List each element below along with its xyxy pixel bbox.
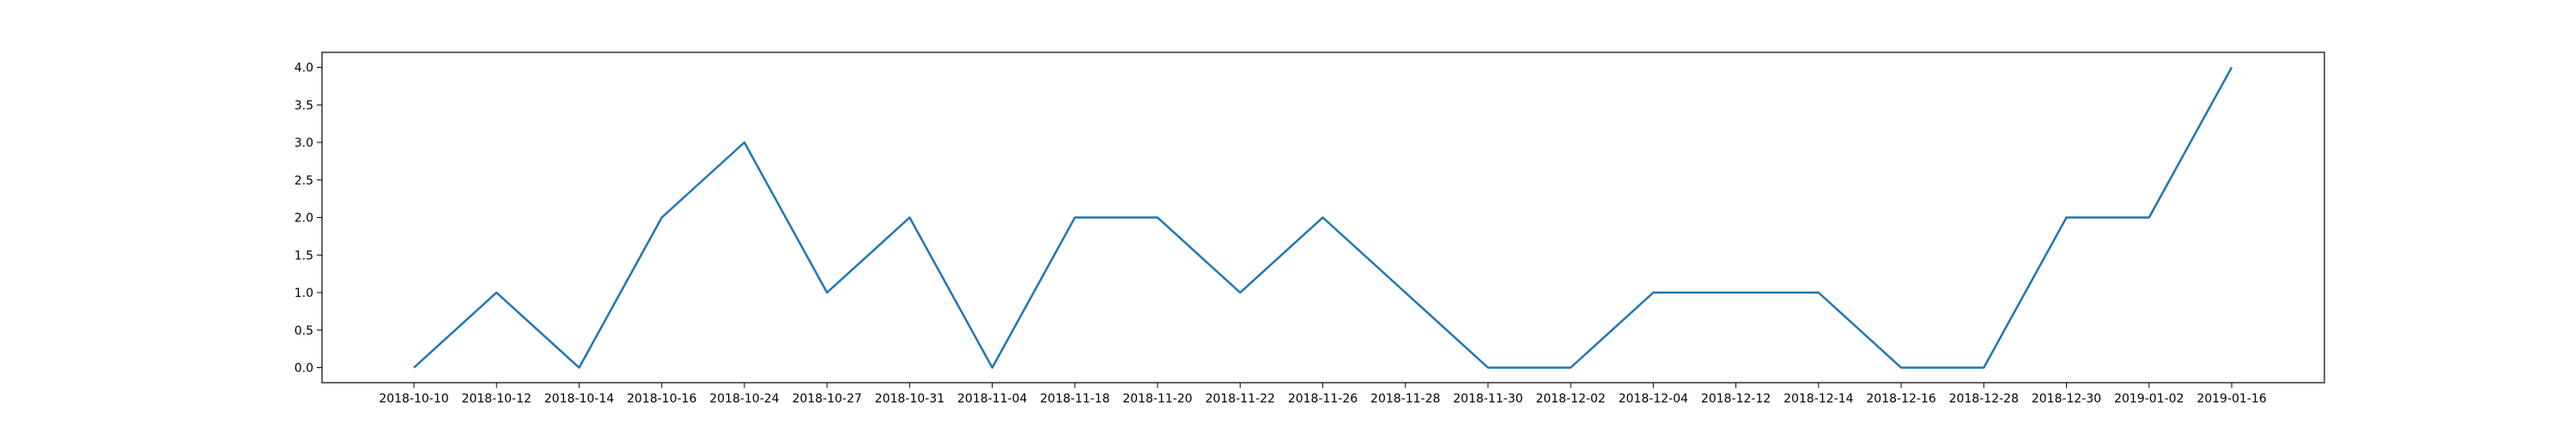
x-tick-label: 2018-10-16 (627, 392, 696, 406)
y-tick-label: 3.0 (295, 136, 313, 150)
y-tick-label: 1.5 (295, 249, 313, 263)
series-line (413, 66, 2233, 369)
y-tick-label: 2.5 (295, 174, 313, 188)
x-tick-label: 2018-12-14 (1783, 392, 1853, 406)
x-tick-label: 2018-12-16 (1866, 392, 1935, 406)
y-tick-label: 0.5 (295, 324, 313, 338)
x-tick-label: 2018-12-04 (1619, 392, 1688, 406)
x-axis-ticks: 2018-10-10 2018-10-12 2018-10-14 2018-10-16… (379, 383, 2267, 406)
x-tick-label: 2018-11-18 (1040, 392, 1109, 406)
x-tick-label: 2019-01-02 (2114, 392, 2184, 406)
y-tick-label: 1.0 (295, 287, 313, 300)
x-tick-label: 2018-12-28 (1949, 392, 2019, 406)
x-tick-label: 2018-11-04 (957, 392, 1027, 406)
x-tick-label: 2018-11-20 (1122, 392, 1192, 406)
y-tick-label: 0.0 (295, 362, 313, 376)
x-tick-label: 2018-11-30 (1453, 392, 1522, 406)
plot-area-frame (321, 51, 2325, 384)
x-tick-label: 2018-10-27 (792, 392, 861, 406)
x-tick-label: 2018-10-14 (544, 392, 614, 406)
x-tick-label: 2018-10-12 (462, 392, 532, 406)
x-tick-label: 2018-11-26 (1288, 392, 1358, 406)
y-tick-label: 2.0 (295, 212, 313, 226)
x-tick-label: 2018-12-12 (1701, 392, 1771, 406)
y-tick-label: 3.5 (295, 99, 313, 112)
x-tick-label: 2019-01-16 (2196, 392, 2266, 406)
x-tick-label: 2018-10-31 (875, 392, 945, 406)
x-tick-label: 2018-12-02 (1535, 392, 1605, 406)
x-tick-label: 2018-11-28 (1370, 392, 1440, 406)
x-tick-label: 2018-12-30 (2032, 392, 2101, 406)
x-tick-label: 2018-11-22 (1206, 392, 1275, 406)
x-tick-label: 2018-10-24 (709, 392, 779, 406)
y-tick-label: 4.0 (295, 62, 313, 76)
y-axis-ticks: 0.0 0.5 1.0 1.5 2.0 2.5 3.0 3.5 4.0 (295, 62, 322, 376)
x-tick-label: 2018-10-10 (379, 392, 448, 406)
